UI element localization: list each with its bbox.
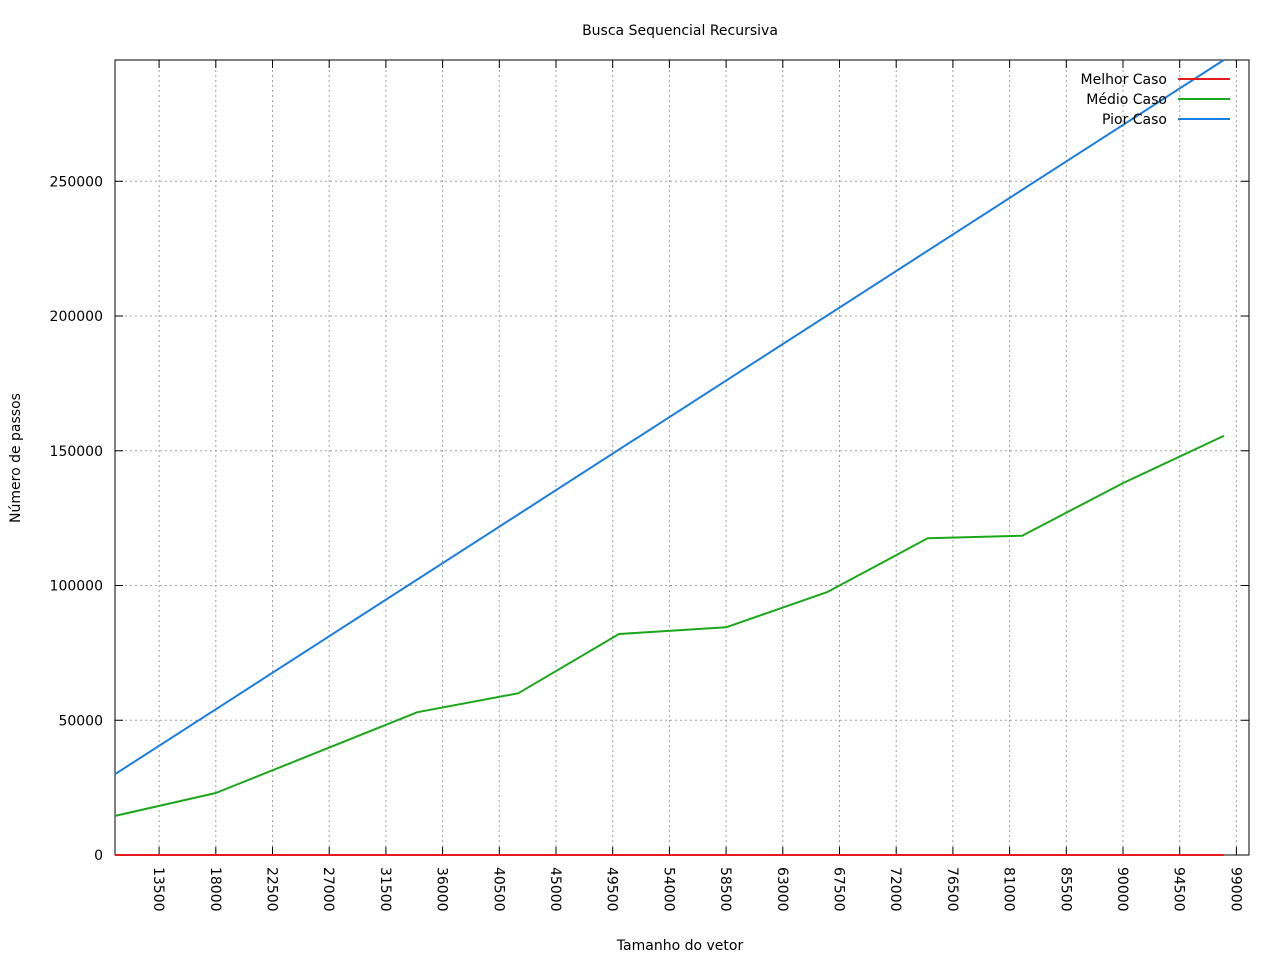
series-group	[114, 59, 1225, 856]
y-tick-label: 100000	[50, 579, 103, 595]
y-tick-label: 50000	[58, 713, 103, 729]
x-tick-label: 18000	[207, 867, 223, 912]
x-tick-label: 81000	[1001, 867, 1017, 912]
legend-label-melhor-caso: Melhor Caso	[1081, 72, 1167, 88]
legend-label-pior-caso: Pior Caso	[1102, 112, 1167, 128]
x-tick-label: 22500	[264, 867, 280, 912]
grid	[115, 60, 1249, 855]
y-tick-label: 0	[94, 848, 103, 864]
x-tick-label: 85500	[1057, 867, 1073, 912]
x-tick-label: 90000	[1114, 867, 1130, 912]
chart-title: Busca Sequencial Recursiva	[582, 23, 778, 39]
x-tick-label: 27000	[320, 867, 336, 912]
series-line-m-dio-caso	[114, 434, 1225, 817]
x-tick-label: 76500	[944, 867, 960, 912]
x-tick-label: 99000	[1227, 867, 1243, 912]
x-tick-label: 54000	[660, 867, 676, 912]
y-tick-label: 200000	[50, 309, 103, 325]
x-tick-label: 36000	[434, 867, 450, 912]
y-axis-label: Número de passos	[8, 393, 24, 523]
axis-ticks: 13500 18000 22500 27000 31500 36000 40500 45000…	[50, 60, 1249, 912]
x-tick-label: 49500	[604, 867, 620, 912]
legend-label-m-dio-caso: Médio Caso	[1086, 92, 1167, 108]
x-tick-label: 72000	[887, 867, 903, 912]
y-tick-label: 250000	[50, 174, 103, 190]
x-tick-label: 63000	[774, 867, 790, 912]
x-tick-label: 58500	[717, 867, 733, 912]
x-tick-label: 45000	[547, 867, 563, 912]
x-tick-label: 94500	[1171, 867, 1187, 912]
y-tick-label: 150000	[50, 444, 103, 460]
x-tick-label: 31500	[377, 867, 393, 912]
x-axis-label: Tamanho do vetor	[616, 938, 744, 954]
series-line-pior-caso	[114, 59, 1225, 776]
x-tick-label: 67500	[831, 867, 847, 912]
legend: Melhor Caso Médio Caso Pior Caso	[1081, 72, 1230, 128]
x-tick-label: 13500	[150, 867, 166, 912]
x-tick-label: 40500	[490, 867, 506, 912]
